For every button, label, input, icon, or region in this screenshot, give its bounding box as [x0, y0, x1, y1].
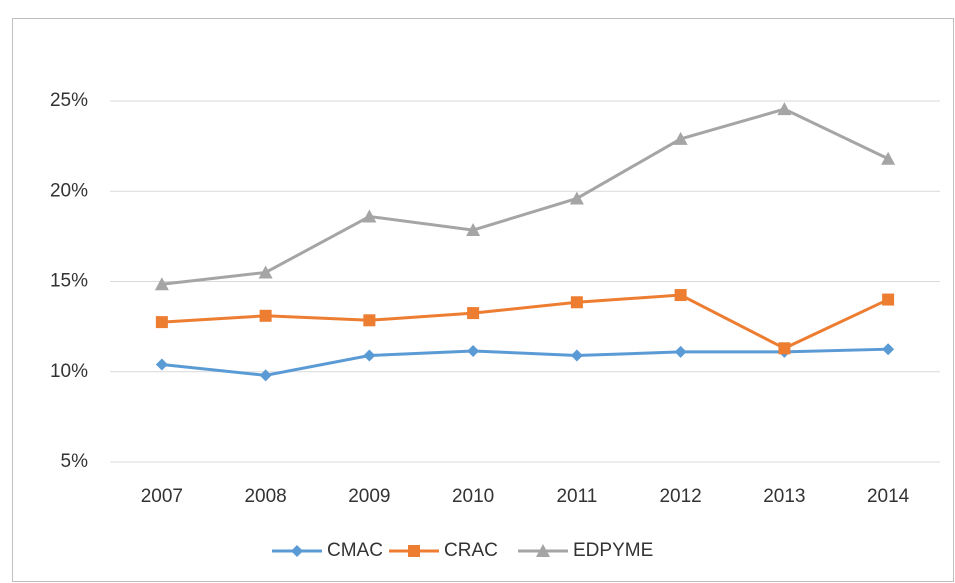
x-tick-label: 2013: [763, 486, 805, 507]
series-line: [161, 347, 889, 377]
marker: [882, 293, 895, 306]
marker: [291, 545, 303, 557]
x-tick-label: 2008: [244, 486, 286, 507]
legend-label: EDPYME: [573, 540, 653, 561]
marker: [778, 342, 791, 355]
marker: [467, 344, 480, 357]
marker: [408, 545, 420, 557]
marker: [570, 349, 583, 362]
x-tick-label: 2010: [452, 486, 494, 507]
marker: [536, 544, 550, 557]
marker: [259, 309, 272, 322]
x-tick-label: 2012: [659, 486, 701, 507]
marker: [569, 191, 584, 205]
marker: [777, 102, 792, 116]
marker: [155, 358, 168, 371]
marker: [881, 151, 896, 165]
x-tick-label: 2011: [556, 486, 597, 507]
marker: [362, 209, 377, 223]
y-tick-label: 5%: [61, 451, 89, 472]
y-tick-label: 15%: [50, 271, 88, 292]
marker: [259, 369, 272, 382]
marker: [363, 314, 376, 327]
x-tick-label: 2009: [348, 486, 390, 507]
marker: [674, 345, 687, 358]
chart-frame: [12, 18, 954, 582]
marker: [882, 343, 895, 356]
legend-label: CMAC: [327, 540, 383, 561]
legend-label: CRAC: [444, 540, 498, 561]
x-tick-label: 2007: [141, 486, 183, 507]
marker: [466, 223, 481, 237]
y-tick-label: 25%: [50, 90, 88, 111]
marker: [467, 307, 480, 320]
marker: [570, 296, 583, 309]
marker: [673, 131, 688, 145]
series-line: [161, 107, 889, 286]
marker: [674, 289, 687, 302]
y-tick-label: 20%: [50, 180, 88, 201]
y-tick-label: 10%: [50, 361, 88, 382]
marker: [258, 265, 273, 279]
marker: [363, 349, 376, 362]
marker: [155, 316, 168, 329]
marker: [154, 277, 169, 291]
x-tick-label: 2014: [867, 486, 910, 507]
series-line: [161, 293, 889, 350]
